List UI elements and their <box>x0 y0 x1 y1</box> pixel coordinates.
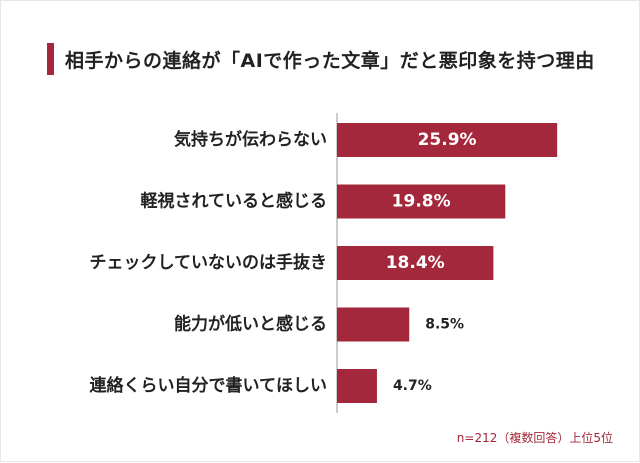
value-label: 8.5% <box>425 317 464 333</box>
value-label: 4.7% <box>393 378 432 394</box>
category-label: チェックしていないのは手抜き <box>90 252 328 273</box>
category-label: 能力が低いと感じる <box>174 314 327 335</box>
category-label: 気持ちが伝わらない <box>173 129 327 150</box>
bar <box>337 123 558 157</box>
bar <box>337 184 506 219</box>
chart-title: 相手からの連絡が「AIで作った文章」だと悪印象を持つ理由 <box>65 50 595 72</box>
bar <box>337 307 410 342</box>
sample-note: n=212（複数回答）上位5位 <box>456 431 613 445</box>
title-accent-bar <box>47 43 54 75</box>
value-label: 25.9% <box>418 130 477 150</box>
category-label: 連絡くらい自分で書いてほしい <box>90 375 328 396</box>
value-label: 19.8% <box>392 192 451 212</box>
bar <box>337 246 494 280</box>
category-label: 軽視されていると感じる <box>141 191 328 212</box>
bar <box>337 369 377 403</box>
value-label: 18.4% <box>386 253 445 273</box>
